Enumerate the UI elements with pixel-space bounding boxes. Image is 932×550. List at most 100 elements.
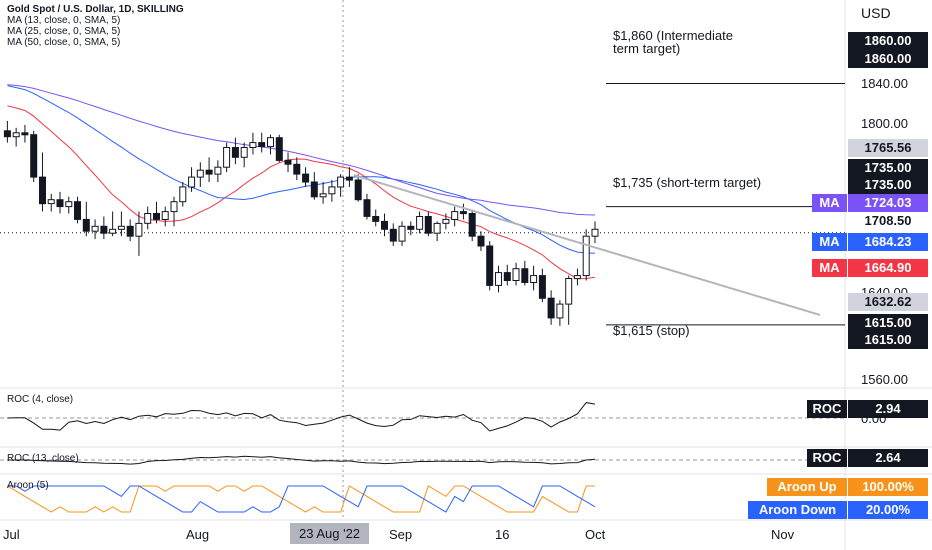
candle-body: [451, 211, 459, 221]
price-label: 1724.03: [848, 194, 928, 212]
candle-body: [372, 216, 380, 222]
candle-body: [240, 147, 248, 158]
candle-body: [407, 225, 415, 230]
candle-body: [153, 213, 160, 220]
candle-body: [495, 272, 502, 286]
price-label: 1615.00: [848, 331, 928, 349]
ma13-line: [7, 105, 596, 280]
candle-body: [205, 169, 213, 175]
candle-body: [530, 275, 538, 284]
candle-body: [249, 142, 257, 149]
stop-label: $1,615 (stop): [613, 323, 690, 338]
candle-body: [109, 228, 117, 234]
candle-body: [275, 137, 283, 161]
price-label: 1765.56: [848, 139, 928, 157]
price-tick-1800: 1800.00: [861, 116, 908, 131]
candle-body: [512, 268, 520, 282]
candle-body: [91, 225, 99, 232]
time-label-jul: Jul: [3, 527, 20, 542]
candle-body: [144, 213, 152, 224]
aroon-down-tag: Aroon Down: [748, 501, 847, 519]
candle-body: [538, 275, 546, 299]
roc13-line: [7, 455, 596, 465]
candle-body: [582, 235, 590, 277]
candle-body: [258, 142, 266, 148]
roc13-tag: ROC: [807, 449, 847, 467]
candle-body: [310, 181, 318, 198]
aroon-up-tag: Aroon Up: [767, 478, 847, 496]
moving-averages: [7, 84, 596, 280]
short-term-target-label: $1,735 (short-term target): [613, 175, 762, 190]
candle-body: [442, 218, 450, 224]
ma13-legend: MA (13, close, 0, SMA, 5): [7, 15, 121, 26]
candle-body: [416, 216, 424, 230]
candle-body: [214, 166, 222, 175]
candle-body: [179, 186, 187, 203]
crosshair-date-label: 23 Aug '22: [290, 523, 370, 544]
time-label-oct: Oct: [585, 527, 606, 542]
candle-body: [170, 201, 178, 213]
candle-body: [363, 199, 371, 217]
candles: [3, 120, 599, 326]
aroon-down-line: [7, 485, 596, 513]
roc13-value: 2.64: [848, 449, 928, 467]
intermediate-target-label: $1,860 (Intermediate term target): [613, 28, 733, 56]
candle-body: [231, 147, 239, 158]
candle-body: [424, 216, 432, 234]
candle-body: [100, 225, 108, 234]
candle-body: [117, 225, 125, 230]
candle-body: [337, 176, 345, 188]
candle-body: [468, 213, 476, 237]
candle-body: [284, 159, 292, 165]
candle-body: [188, 176, 196, 188]
price-label: 1664.90: [848, 259, 928, 277]
candle-body: [459, 211, 467, 215]
candle-body: [39, 176, 46, 205]
candle-body: [3, 130, 11, 138]
time-label-16: 16: [495, 527, 510, 542]
candle-body: [223, 147, 231, 168]
ma50-legend: MA (50, close, 0, SMA, 5): [7, 37, 121, 48]
candle-body: [389, 228, 397, 242]
candle-body: [433, 222, 441, 234]
aroon-up-value: 100.00%: [848, 478, 928, 496]
candle-body: [556, 303, 564, 319]
candle-body: [591, 228, 599, 237]
candle-body: [521, 268, 529, 284]
roc4-tag: ROC: [807, 400, 847, 418]
price-label: 1860.00: [848, 50, 928, 68]
ma-tag: MA: [812, 194, 847, 212]
candle-body: [21, 132, 29, 136]
roc13-title: ROC (13, close): [7, 453, 79, 464]
ma-tag: MA: [812, 233, 847, 251]
candle-body: [547, 297, 555, 319]
candle-body: [565, 278, 573, 305]
aroon-title: Aroon (5): [7, 480, 49, 491]
candle-body: [486, 245, 494, 286]
price-label: 1735.00: [848, 176, 928, 194]
price-tick-1840: 1840.00: [861, 76, 908, 91]
candle-body: [398, 225, 406, 242]
chart-title: Gold Spot / U.S. Dollar, 1D, SKILLING: [7, 4, 184, 15]
candle-body: [161, 211, 169, 221]
candle-body: [319, 193, 327, 198]
candle-body: [573, 275, 581, 280]
candle-body: [126, 225, 134, 237]
candle-body: [267, 137, 274, 148]
candle-body: [345, 176, 353, 181]
candle-body: [302, 173, 310, 183]
candle-body: [503, 272, 511, 282]
price-label: 1684.23: [848, 233, 928, 251]
candle-body: [65, 201, 73, 208]
price-label: 1632.62: [848, 293, 928, 311]
time-label-aug: Aug: [186, 527, 210, 542]
price-label: 1860.00: [848, 32, 928, 50]
price-label: 1735.00: [848, 159, 928, 177]
ma25-legend: MA (25, close, 0, SMA, 5): [7, 26, 121, 37]
aroon-down-value: 20.00%: [848, 501, 928, 519]
candle-body: [47, 199, 55, 205]
ma25-line: [7, 85, 596, 254]
candle-body: [354, 179, 362, 201]
